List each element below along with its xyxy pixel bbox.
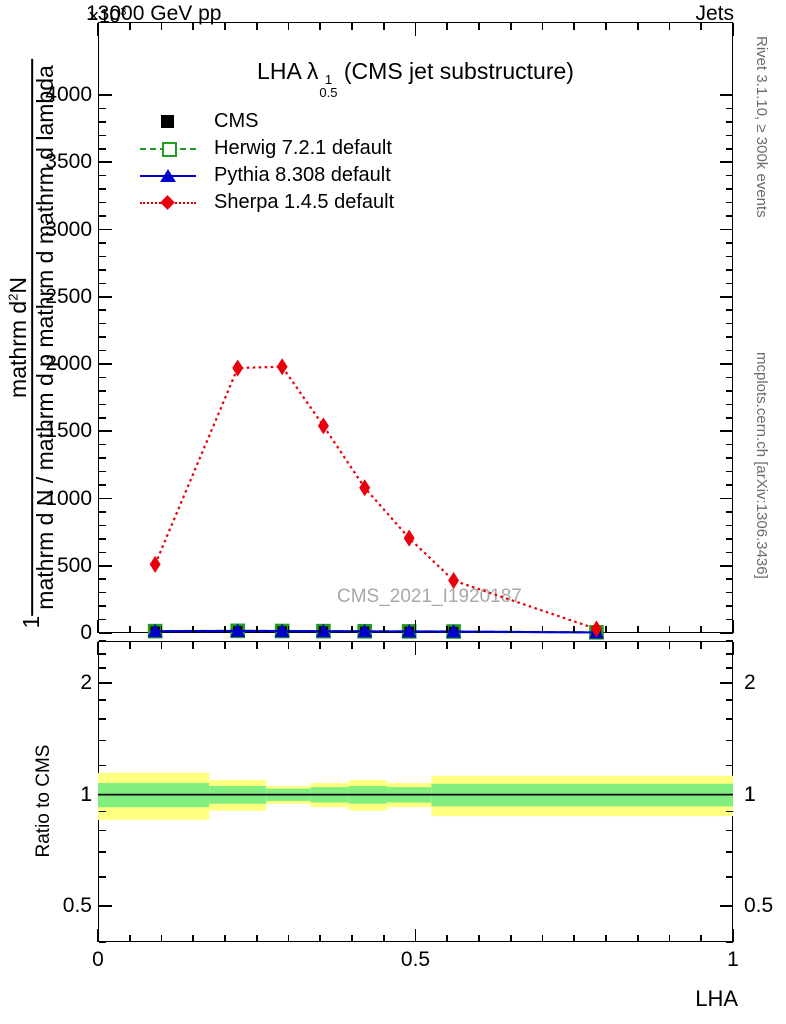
legend-key-herwig xyxy=(140,139,196,159)
diamond-marker xyxy=(590,620,602,638)
triangle-marker xyxy=(401,624,417,638)
diamond-marker xyxy=(317,417,329,435)
legend-item-pythia[interactable]: Pythia 8.308 default xyxy=(140,162,394,189)
legend-item-herwig[interactable]: Herwig 7.2.1 default xyxy=(140,135,394,162)
square-marker-icon xyxy=(161,114,174,128)
series-pythia xyxy=(147,623,604,639)
triangle-marker xyxy=(147,623,163,638)
plot-title-sup: 1 xyxy=(324,72,333,88)
legend-label-cms: CMS xyxy=(214,110,259,132)
legend-key-sherpa xyxy=(140,193,196,213)
legend-item-sherpa[interactable]: Sherpa 1.4.5 default xyxy=(140,189,394,216)
legend-key-pythia xyxy=(140,166,196,186)
mcplots-credit: mcplots.cern.ch [arXiv:1306.3436] xyxy=(753,352,770,579)
legend: CMS Herwig 7.2.1 default Pythia 8.308 de… xyxy=(140,108,394,216)
triangle-marker xyxy=(230,623,246,637)
diamond-marker xyxy=(359,479,371,497)
triangle-marker xyxy=(357,623,373,638)
triangle-marker xyxy=(315,623,331,638)
triangle-marker xyxy=(274,623,290,638)
plot-title-symbol: λ xyxy=(306,58,319,84)
plot-title: LHA λ 1 0.5 (CMS jet substructure) xyxy=(98,58,733,99)
triangle-marker-icon xyxy=(160,168,176,182)
diamond-marker xyxy=(232,359,244,377)
diamond-marker xyxy=(149,555,161,573)
diamond-marker xyxy=(276,358,288,376)
x-axis-title: LHA xyxy=(695,986,738,1011)
legend-item-cms[interactable]: CMS xyxy=(140,108,394,135)
legend-label-herwig: Herwig 7.2.1 default xyxy=(214,137,392,159)
open-square-marker-icon xyxy=(162,141,177,157)
series-line xyxy=(155,629,597,634)
triangle-marker xyxy=(446,624,462,638)
legend-label-sherpa: Sherpa 1.4.5 default xyxy=(214,191,395,213)
rivet-credit: Rivet 3.1.10, ≥ 300k events xyxy=(753,36,770,218)
legend-key-cms xyxy=(140,112,196,132)
beam-energy-label: 13000 GeV pp xyxy=(86,2,222,25)
legend-label-pythia: Pythia 8.308 default xyxy=(214,164,391,186)
diamond-marker xyxy=(448,572,460,590)
analysis-category-label: Jets xyxy=(695,2,734,25)
series-line xyxy=(154,365,597,631)
plot-title-main: LHA xyxy=(257,58,307,84)
analysis-id-watermark: CMS_2021_I1920187 xyxy=(337,586,522,607)
diamond-marker xyxy=(403,529,415,547)
series-sherpa xyxy=(149,358,602,638)
plot-title-supsub: 1 0.5 xyxy=(319,73,337,99)
plot-title-sub: 0.5 xyxy=(319,85,338,101)
plot-title-suffix: (CMS jet substructure) xyxy=(337,58,574,84)
